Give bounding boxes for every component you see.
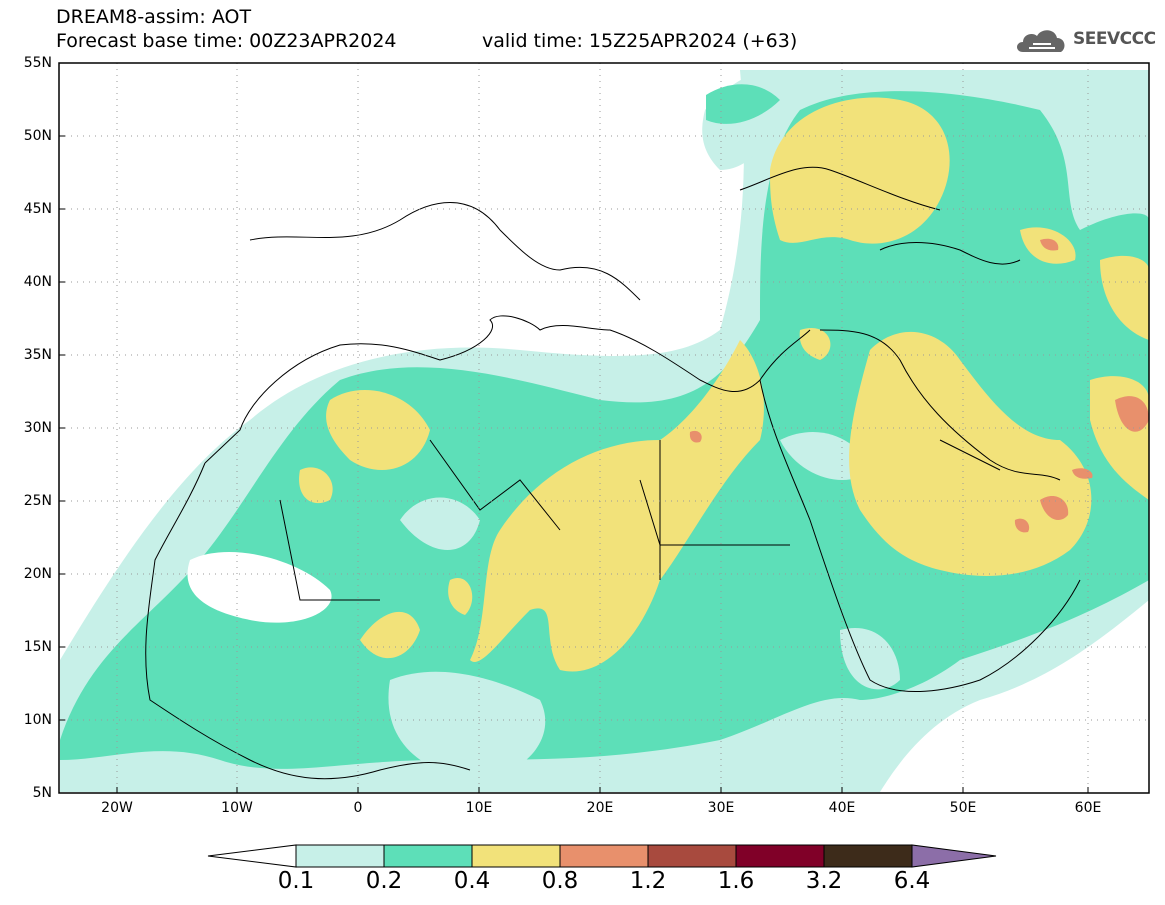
forecast-base-time: Forecast base time: 00Z23APR2024: [56, 30, 397, 52]
colorbar-swatch: [647, 844, 737, 868]
lon-label: 60E: [1074, 800, 1102, 816]
colorbar-swatch: [471, 844, 561, 868]
colorbar-swatch: [559, 844, 649, 868]
lat-label: 5N: [32, 785, 52, 801]
colorbar-arrow-left: [207, 844, 297, 868]
lon-label: 30E: [707, 800, 735, 816]
colorbar-swatch: [295, 844, 385, 868]
colorbar-swatch: [383, 844, 473, 868]
valid-time: valid time: 15Z25APR2024 (+63): [482, 30, 798, 52]
lon-label: 20W: [101, 800, 133, 816]
colorbar-label: 0.1: [277, 868, 315, 894]
lat-label: 45N: [23, 201, 52, 217]
colorbar-swatch: [735, 844, 825, 868]
lon-label: 0: [353, 800, 363, 816]
lat-label: 30N: [23, 420, 52, 436]
aot-level-0.2: [60, 84, 1149, 769]
colorbar: [207, 844, 997, 868]
cloud-logo-icon: [1017, 30, 1065, 52]
axis-ticks: [59, 135, 1089, 793]
map-title: DREAM8-assim: AOT: [56, 6, 252, 28]
lat-label: 25N: [23, 493, 52, 509]
lon-label: 50E: [949, 800, 977, 816]
colorbar-label: 3.2: [805, 868, 843, 894]
lat-label: 10N: [23, 712, 52, 728]
colorbar-label: 0.4: [453, 868, 491, 894]
lat-label: 55N: [23, 55, 52, 71]
aot-field: [60, 70, 1149, 792]
colorbar-arrow-right: [911, 844, 997, 868]
logo: [1015, 24, 1155, 58]
lon-label: 10W: [221, 800, 253, 816]
colorbar-label: 1.2: [629, 868, 667, 894]
colorbar-label: 0.2: [365, 868, 403, 894]
logo-text: SEEVCCC: [1073, 29, 1156, 49]
colorbar-label: 6.4: [893, 868, 931, 894]
aot-level-0.1-inner: [388, 431, 900, 780]
colorbar-swatch: [823, 844, 913, 868]
colorbar-label: 1.6: [717, 868, 755, 894]
lat-label: 50N: [23, 128, 52, 144]
lon-label: 40E: [828, 800, 856, 816]
colorbar-label: 0.8: [541, 868, 579, 894]
aot-level-0.8: [689, 238, 1149, 533]
lon-label: 20E: [586, 800, 614, 816]
lon-label: 10E: [465, 800, 493, 816]
lat-label: 20N: [23, 566, 52, 582]
lat-label: 35N: [23, 347, 52, 363]
coastlines: [145, 166, 1081, 780]
lat-label: 40N: [23, 274, 52, 290]
lat-label: 15N: [23, 639, 52, 655]
